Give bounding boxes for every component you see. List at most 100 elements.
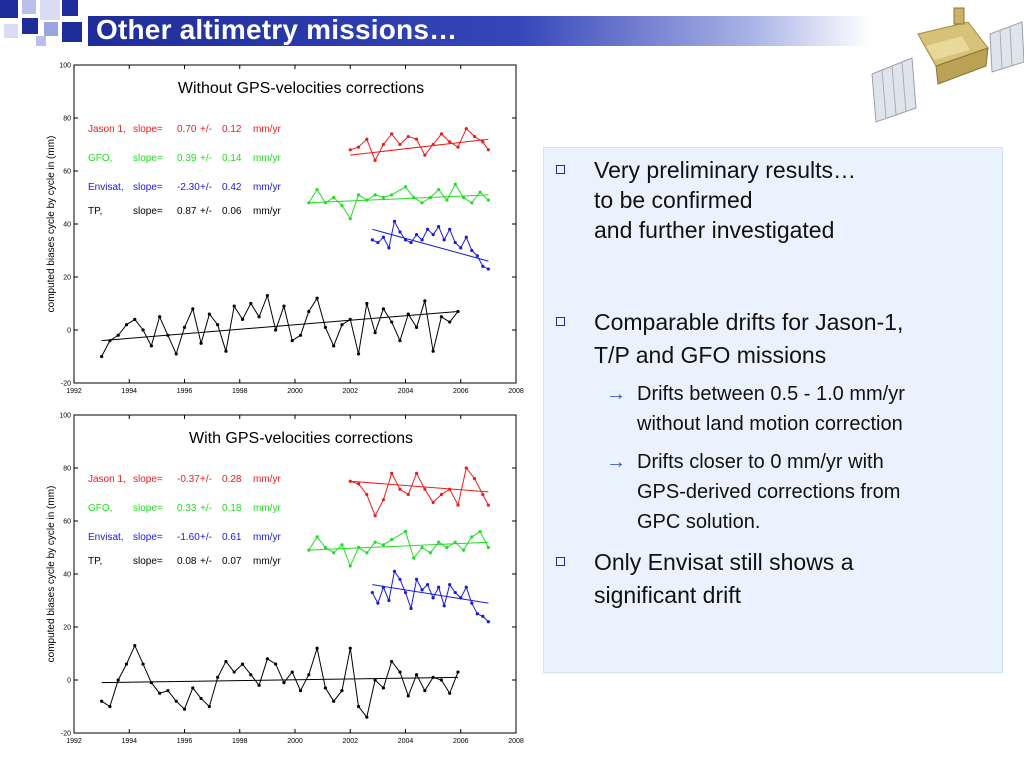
series-name-label: GFO, (88, 153, 112, 164)
series-line (350, 466, 489, 517)
data-point (315, 187, 319, 192)
data-point (461, 195, 466, 200)
trend-line (308, 541, 489, 551)
trend-line (101, 310, 459, 342)
plus-minus-label: +/- (200, 124, 212, 135)
data-point (166, 333, 170, 337)
data-point (390, 471, 394, 475)
data-point (481, 264, 485, 268)
data-point (124, 323, 129, 327)
data-point (453, 540, 457, 544)
data-point (356, 193, 361, 197)
chart-svg: 1992 1994 1996 1998 2000 2002 2004 2006 2008 -20 0… (46, 413, 524, 746)
data-point (437, 540, 441, 544)
data-point (470, 601, 474, 605)
plus-minus-label: +/- (200, 556, 212, 567)
data-point (437, 585, 441, 589)
y-tick-label: 20 (63, 625, 71, 632)
data-point (282, 304, 286, 308)
data-point (481, 492, 485, 497)
data-point (453, 182, 457, 186)
chart-with-gps: 1992 1994 1996 1998 2000 2002 2004 2006 2008 -20 0… (0, 406, 535, 758)
data-point (381, 235, 385, 239)
data-point (182, 707, 187, 711)
data-point (373, 514, 377, 518)
slope-label: slope= (133, 532, 163, 543)
y-tick-label: 60 (63, 519, 71, 526)
data-point (414, 137, 419, 141)
data-point (207, 704, 211, 709)
data-point (290, 670, 294, 674)
data-point (448, 487, 452, 491)
data-point (398, 487, 402, 491)
bullet-3-line-2: significant drift (594, 582, 742, 608)
data-point (448, 140, 452, 144)
data-point (398, 142, 402, 147)
data-point (414, 471, 419, 475)
plus-minus-label: +/- (200, 182, 212, 193)
series-name-label: TP, (88, 206, 102, 217)
data-point (240, 317, 245, 321)
data-point (133, 643, 137, 648)
x-tick-label: 1998 (232, 738, 248, 745)
data-point (373, 331, 377, 335)
satellite-solar-panel-left (871, 57, 917, 123)
data-point (332, 699, 336, 703)
slope-unit: mm/yr (253, 474, 281, 485)
data-point (373, 540, 377, 544)
data-point (464, 127, 468, 131)
data-point (315, 296, 319, 300)
series-gfo: GFO, slope= 0.39 +/- 0.14 mm/yr (88, 153, 490, 221)
deco-square-1 (0, 0, 18, 18)
satellite-solar-panel-right (989, 21, 1024, 73)
x-tick-label: 1996 (177, 738, 193, 745)
series-line (101, 293, 459, 357)
data-point (265, 657, 269, 661)
data-point (340, 689, 344, 693)
data-point (412, 556, 416, 560)
data-point (398, 339, 402, 343)
sub-bullet-1-line-1: Drifts between 0.5 - 1.0 mm/yr (637, 383, 905, 405)
data-point (453, 590, 457, 595)
data-point (365, 301, 369, 306)
data-point (381, 585, 385, 589)
data-point (439, 315, 444, 319)
data-point (461, 548, 466, 552)
data-point (390, 132, 394, 136)
slope-error: 0.61 (222, 532, 242, 543)
deco-square-2 (22, 0, 36, 14)
title-band (88, 16, 870, 46)
x-tick-label: 2000 (287, 388, 303, 395)
data-point (426, 227, 430, 231)
y-tick-label: 40 (63, 572, 71, 579)
series-line (308, 183, 489, 220)
data-point (414, 325, 419, 329)
slope-error: 0.28 (222, 474, 242, 485)
y-tick-label: 0 (67, 678, 71, 685)
data-point (274, 328, 278, 332)
data-point (100, 699, 104, 703)
data-point (475, 612, 479, 616)
data-point (403, 530, 408, 534)
data-point (108, 704, 112, 709)
data-point (398, 230, 402, 234)
data-point (323, 686, 327, 690)
slope-unit: mm/yr (253, 124, 281, 135)
trend-line (350, 138, 489, 156)
x-tick-label: 2002 (342, 738, 358, 745)
deco-square-8 (62, 22, 82, 42)
y-tick-label: 20 (63, 275, 71, 282)
y-axis-label: computed biases cycle by cycle in (mm) (46, 136, 57, 313)
trend-line (101, 676, 458, 684)
data-point (390, 320, 394, 324)
slope-error: 0.12 (222, 124, 242, 135)
data-point (431, 142, 435, 147)
series-gfo: GFO, slope= 0.33 +/- 0.18 mm/yr (88, 503, 490, 568)
data-point (249, 673, 253, 677)
slope-unit: mm/yr (253, 532, 281, 543)
data-point (116, 678, 120, 682)
data-point (456, 670, 460, 674)
x-tick-label: 1992 (66, 738, 82, 745)
data-point (442, 238, 446, 242)
y-tick-label: 80 (63, 466, 71, 473)
